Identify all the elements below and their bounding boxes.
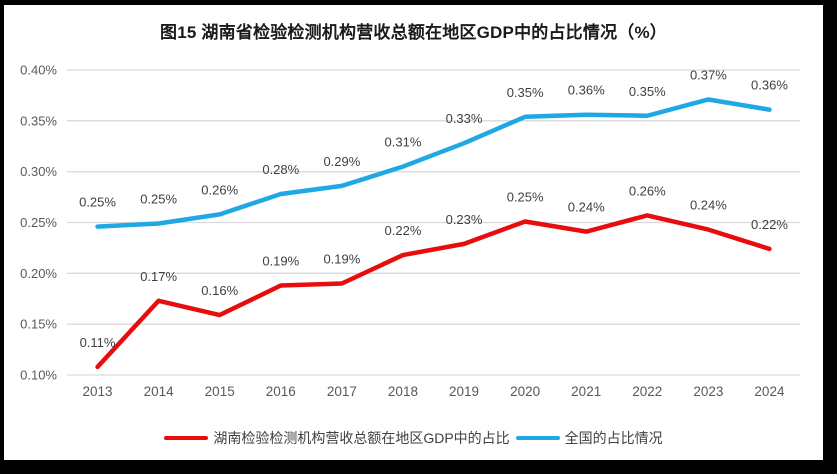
national-series-line (95, 97, 772, 229)
data-label: 0.28% (262, 162, 299, 177)
data-label: 0.25% (507, 189, 544, 204)
data-label: 0.17% (140, 269, 177, 284)
y-tick-label: 0.30% (20, 164, 57, 179)
legend-item-national: 全国的占比情况 (515, 428, 663, 448)
y-tick-label: 0.40% (20, 63, 57, 78)
hunan-series-line (95, 213, 772, 370)
data-label: 0.33% (446, 111, 483, 126)
chart-legend: 湖南检验检测机构营收总额在地区GDP中的占比 全国的占比情况 (4, 428, 823, 448)
data-label: 0.37% (690, 67, 727, 82)
data-label: 0.19% (262, 254, 299, 269)
legend-item-hunan: 湖南检验检测机构营收总额在地区GDP中的占比 (164, 428, 510, 448)
x-tick-label: 2024 (754, 384, 785, 399)
data-label: 0.23% (446, 212, 483, 227)
plot-area: 0.40% 0.35% 0.30% 0.25% 0.20% 0.15% 0.10% 2013 2… (20, 63, 800, 399)
data-label: 0.29% (323, 154, 360, 169)
data-label: 0.25% (140, 192, 177, 207)
x-tick-label: 2019 (449, 384, 479, 399)
data-label: 0.26% (629, 183, 666, 198)
legend-label-hunan: 湖南检验检测机构营收总额在地区GDP中的占比 (213, 430, 510, 446)
chart-title: 图15 湖南省检验检测机构营收总额在地区GDP中的占比情况（%） (160, 23, 667, 42)
data-label: 0.36% (751, 78, 788, 93)
x-tick-label: 2015 (205, 384, 235, 399)
x-tick-label: 2021 (571, 384, 601, 399)
y-tick-label: 0.15% (20, 317, 57, 332)
data-label: 0.35% (507, 85, 544, 100)
x-tick-label: 2017 (327, 384, 357, 399)
y-tick-label: 0.20% (20, 266, 57, 281)
data-label: 0.36% (568, 83, 605, 98)
chart-canvas: 图15 湖南省检验检测机构营收总额在地区GDP中的占比情况（%） 0.40% 0.… (4, 5, 823, 460)
data-label: 0.22% (385, 223, 422, 238)
hunan-line-swatch-icon (164, 436, 209, 440)
national-line-swatch-icon (515, 436, 560, 440)
data-label: 0.31% (385, 135, 422, 150)
y-tick-label: 0.35% (20, 113, 57, 128)
data-label: 0.26% (201, 182, 238, 197)
x-tick-label: 2014 (144, 384, 175, 399)
x-tick-label: 2020 (510, 384, 540, 399)
x-tick-label: 2023 (693, 384, 723, 399)
x-tick-label: 2022 (632, 384, 662, 399)
y-tick-label: 0.25% (20, 215, 57, 230)
data-label: 0.19% (323, 252, 360, 267)
x-tick-label: 2018 (388, 384, 418, 399)
y-tick-label: 0.10% (20, 368, 57, 383)
data-label: 0.16% (201, 283, 238, 298)
x-tick-label: 2013 (83, 384, 113, 399)
legend-label-national: 全国的占比情况 (564, 430, 663, 446)
data-label: 0.24% (690, 198, 727, 213)
data-label: 0.24% (568, 200, 605, 215)
data-label: 0.35% (629, 84, 666, 99)
data-label: 0.22% (751, 217, 788, 232)
x-tick-label: 2016 (266, 384, 296, 399)
data-label: 0.11% (80, 335, 116, 350)
data-label: 0.25% (79, 195, 116, 210)
